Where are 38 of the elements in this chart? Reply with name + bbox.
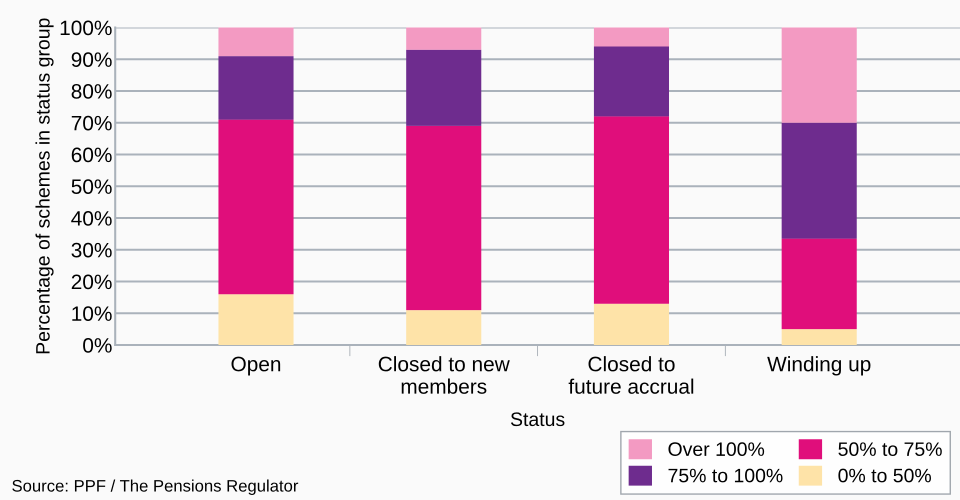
bar [594,28,670,47]
bar [406,28,482,50]
y-tick-label: 20% [72,274,112,290]
y-tick-label: 40% [71,211,112,226]
bar [406,310,482,345]
legend-label: 75% to 100% [668,468,783,482]
y-tick-label: 10% [72,306,112,322]
legend-label: Over 100% [668,442,764,456]
bar [594,46,670,116]
bar [406,50,482,126]
legend-label: 50% to 75% [838,442,942,456]
bar [782,238,857,330]
source-note: Source: PPF / The Pensions Regulator [12,479,298,495]
y-tick-label: 60% [72,148,112,162]
y-tick-label: 30% [72,242,112,258]
bar [594,304,670,345]
y-tick-label: 50% [72,179,112,194]
bar [782,122,857,239]
bar [218,56,294,120]
y-tick-label: 80% [72,84,112,99]
x-tick-label: Closed to future accrual [568,356,694,394]
x-tick-label: Winding up [767,356,870,376]
bar [782,329,857,345]
bar [218,28,294,56]
bar [406,126,482,310]
y-tick-label: 90% [72,52,112,68]
x-tick-label: Closed to new members [378,356,510,394]
bar [782,28,857,123]
y-tick-label: 0% [83,338,112,353]
y-tick-label: 100% [60,20,112,36]
x-tick-label: Open [232,356,280,376]
bar [218,294,294,345]
bar [218,120,294,294]
legend-label: 0% to 50% [838,468,931,482]
y-axis-title: Percentage of schemes in status group [35,18,54,354]
y-tick-label: 70% [72,116,112,131]
bar [594,116,670,304]
x-axis-title: Status [510,412,564,426]
